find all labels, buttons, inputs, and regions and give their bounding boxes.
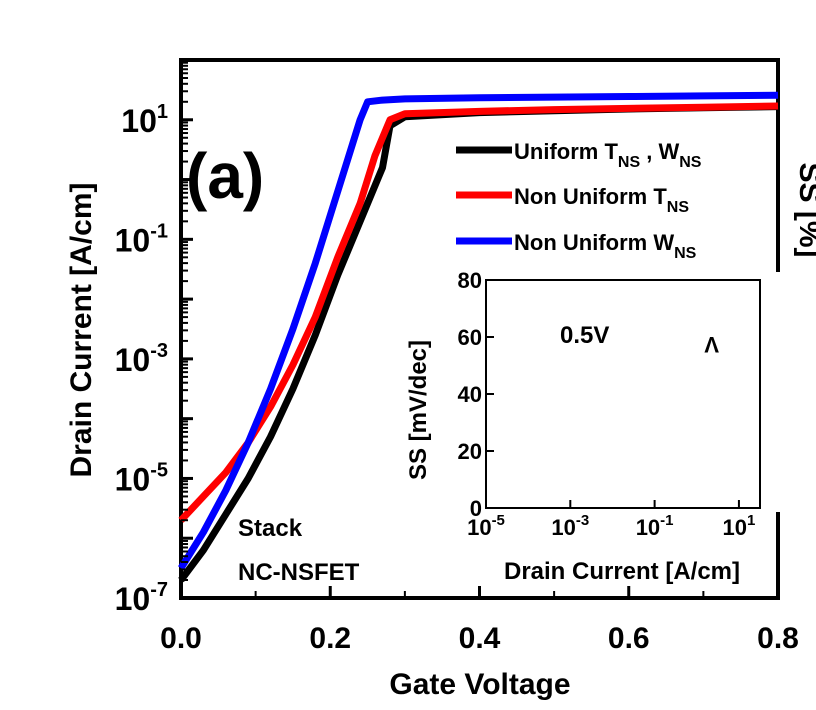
legend-entry: Non Uniform TNS: [514, 184, 689, 216]
right-axis-label-fragment: SS [%]: [793, 162, 816, 257]
inset-annotation: 0.5V: [560, 322, 609, 349]
y-axis-label: Drain Current [A/cm]: [65, 182, 98, 477]
annotation-stack: Stack: [238, 515, 303, 542]
x-axis-label: Gate Voltage: [389, 668, 570, 701]
series-line-2: [178, 91, 779, 570]
inset-background: [452, 272, 782, 512]
inset-y-tick-label: 20: [458, 439, 482, 464]
y-axis-ticks: 101 10-1 10-3 10-5 10-7: [115, 58, 193, 617]
y-tick-label: 10-5: [115, 459, 168, 497]
inset-x-tick-label: 101: [723, 512, 756, 540]
inset-y-tick-label: 40: [458, 382, 482, 407]
x-tick-label: 0.0: [160, 622, 202, 655]
legend-entry: Non Uniform WNS: [514, 230, 697, 262]
series-layer: [178, 91, 779, 583]
y-tick-label: 10-7: [115, 579, 168, 617]
annotation-device: NC-NSFET: [238, 559, 360, 586]
inset-y-tick-label: 60: [458, 325, 482, 350]
inset-y-tick-label: 0: [470, 496, 482, 521]
legend: Uniform TNS , WNS Non Uniform TNS Non Unif…: [456, 139, 702, 262]
inset-x-tick-label: 10-5: [467, 512, 505, 540]
y-tick-label: 10-3: [115, 340, 168, 378]
x-tick-label: 0.2: [309, 622, 351, 655]
inset-y-tick-label: 80: [458, 268, 482, 293]
x-tick-label: 0.6: [608, 622, 650, 655]
x-axis-ticks: 0.0 0.2 0.4 0.6 0.8: [160, 586, 799, 655]
inset-x-ticks: 10-5 10-3 10-1 101: [467, 500, 755, 540]
inset-marker-label: V: [704, 332, 719, 357]
legend-entry: Uniform TNS , WNS: [514, 139, 702, 171]
inset-y-axis-label: SS [mV/dec]: [405, 340, 432, 480]
y-tick-label: 101: [121, 101, 168, 139]
x-tick-label: 0.4: [459, 622, 501, 655]
inset-x-axis-label: Drain Current [A/cm]: [504, 558, 740, 585]
inset-x-tick-label: 10-3: [551, 512, 589, 540]
x-tick-label: 0.8: [757, 622, 799, 655]
y-tick-label: 10-1: [115, 220, 168, 258]
inset-chart: 0 20 40 60 80 10-5 10-3 10-1 101 SS [mV/dec] Dr…: [405, 268, 782, 585]
inset-y-ticks: 0 20 40 60 80: [458, 268, 494, 521]
inset-x-tick-label: 10-1: [636, 512, 674, 540]
panel-label: (a): [186, 140, 264, 212]
